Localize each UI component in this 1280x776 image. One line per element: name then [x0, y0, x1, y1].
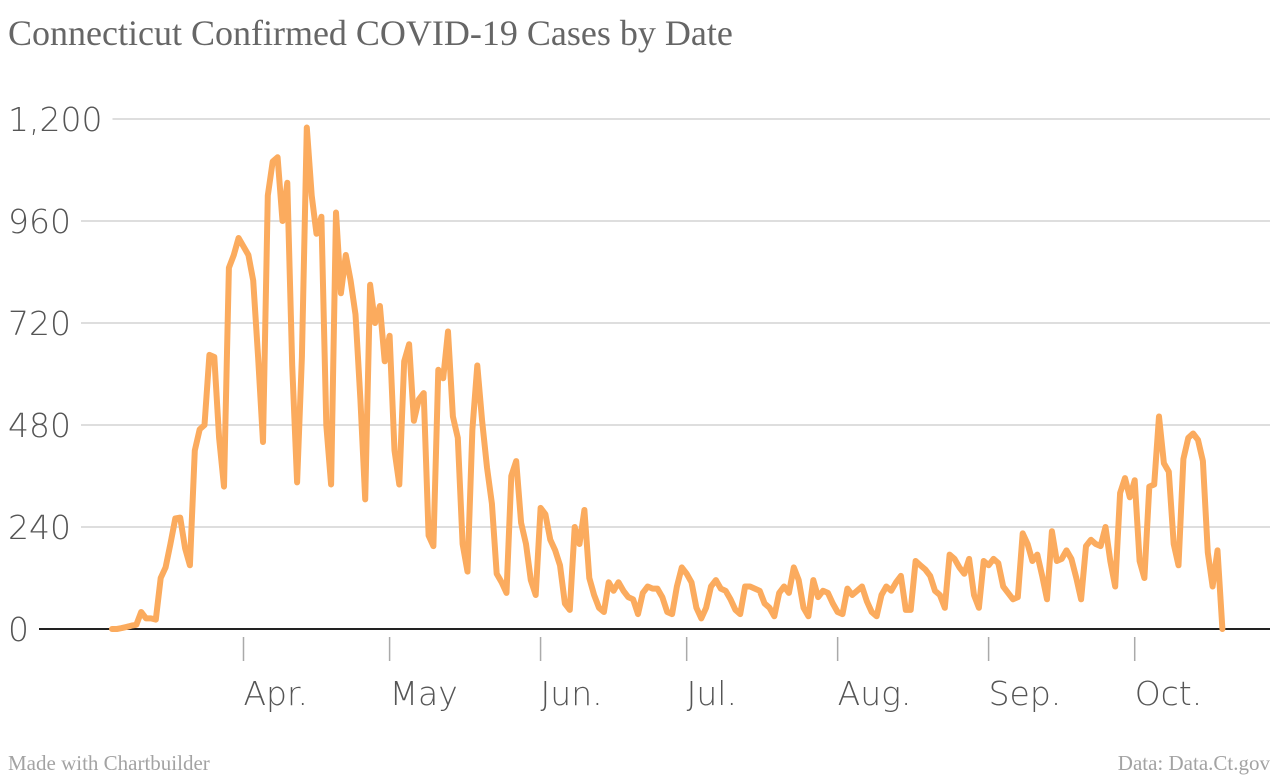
x-tick-label: Oct.	[1135, 674, 1203, 713]
x-tick-label: Jun.	[541, 674, 603, 713]
x-tick-label: Aug.	[838, 674, 912, 713]
x-tick-label: Sep.	[989, 674, 1062, 713]
y-tick-label: 720	[8, 304, 71, 343]
source: Data: Data.Ct.gov	[1118, 751, 1271, 775]
y-tick-label: 1,200	[8, 100, 102, 139]
y-tick-label: 960	[8, 202, 71, 241]
y-tick-label: 0	[8, 610, 29, 649]
x-tick-label: Apr.	[243, 674, 308, 713]
x-tick-label: Jul.	[687, 674, 737, 713]
y-tick-label: 480	[8, 406, 71, 445]
y-tick-label: 240	[8, 508, 71, 547]
credit: Made with Chartbuilder	[8, 751, 210, 775]
line	[109, 124, 1226, 632]
chart-title: Connecticut Confirmed COVID-19 Cases by …	[8, 13, 733, 53]
x-tick-label: May	[390, 674, 458, 713]
